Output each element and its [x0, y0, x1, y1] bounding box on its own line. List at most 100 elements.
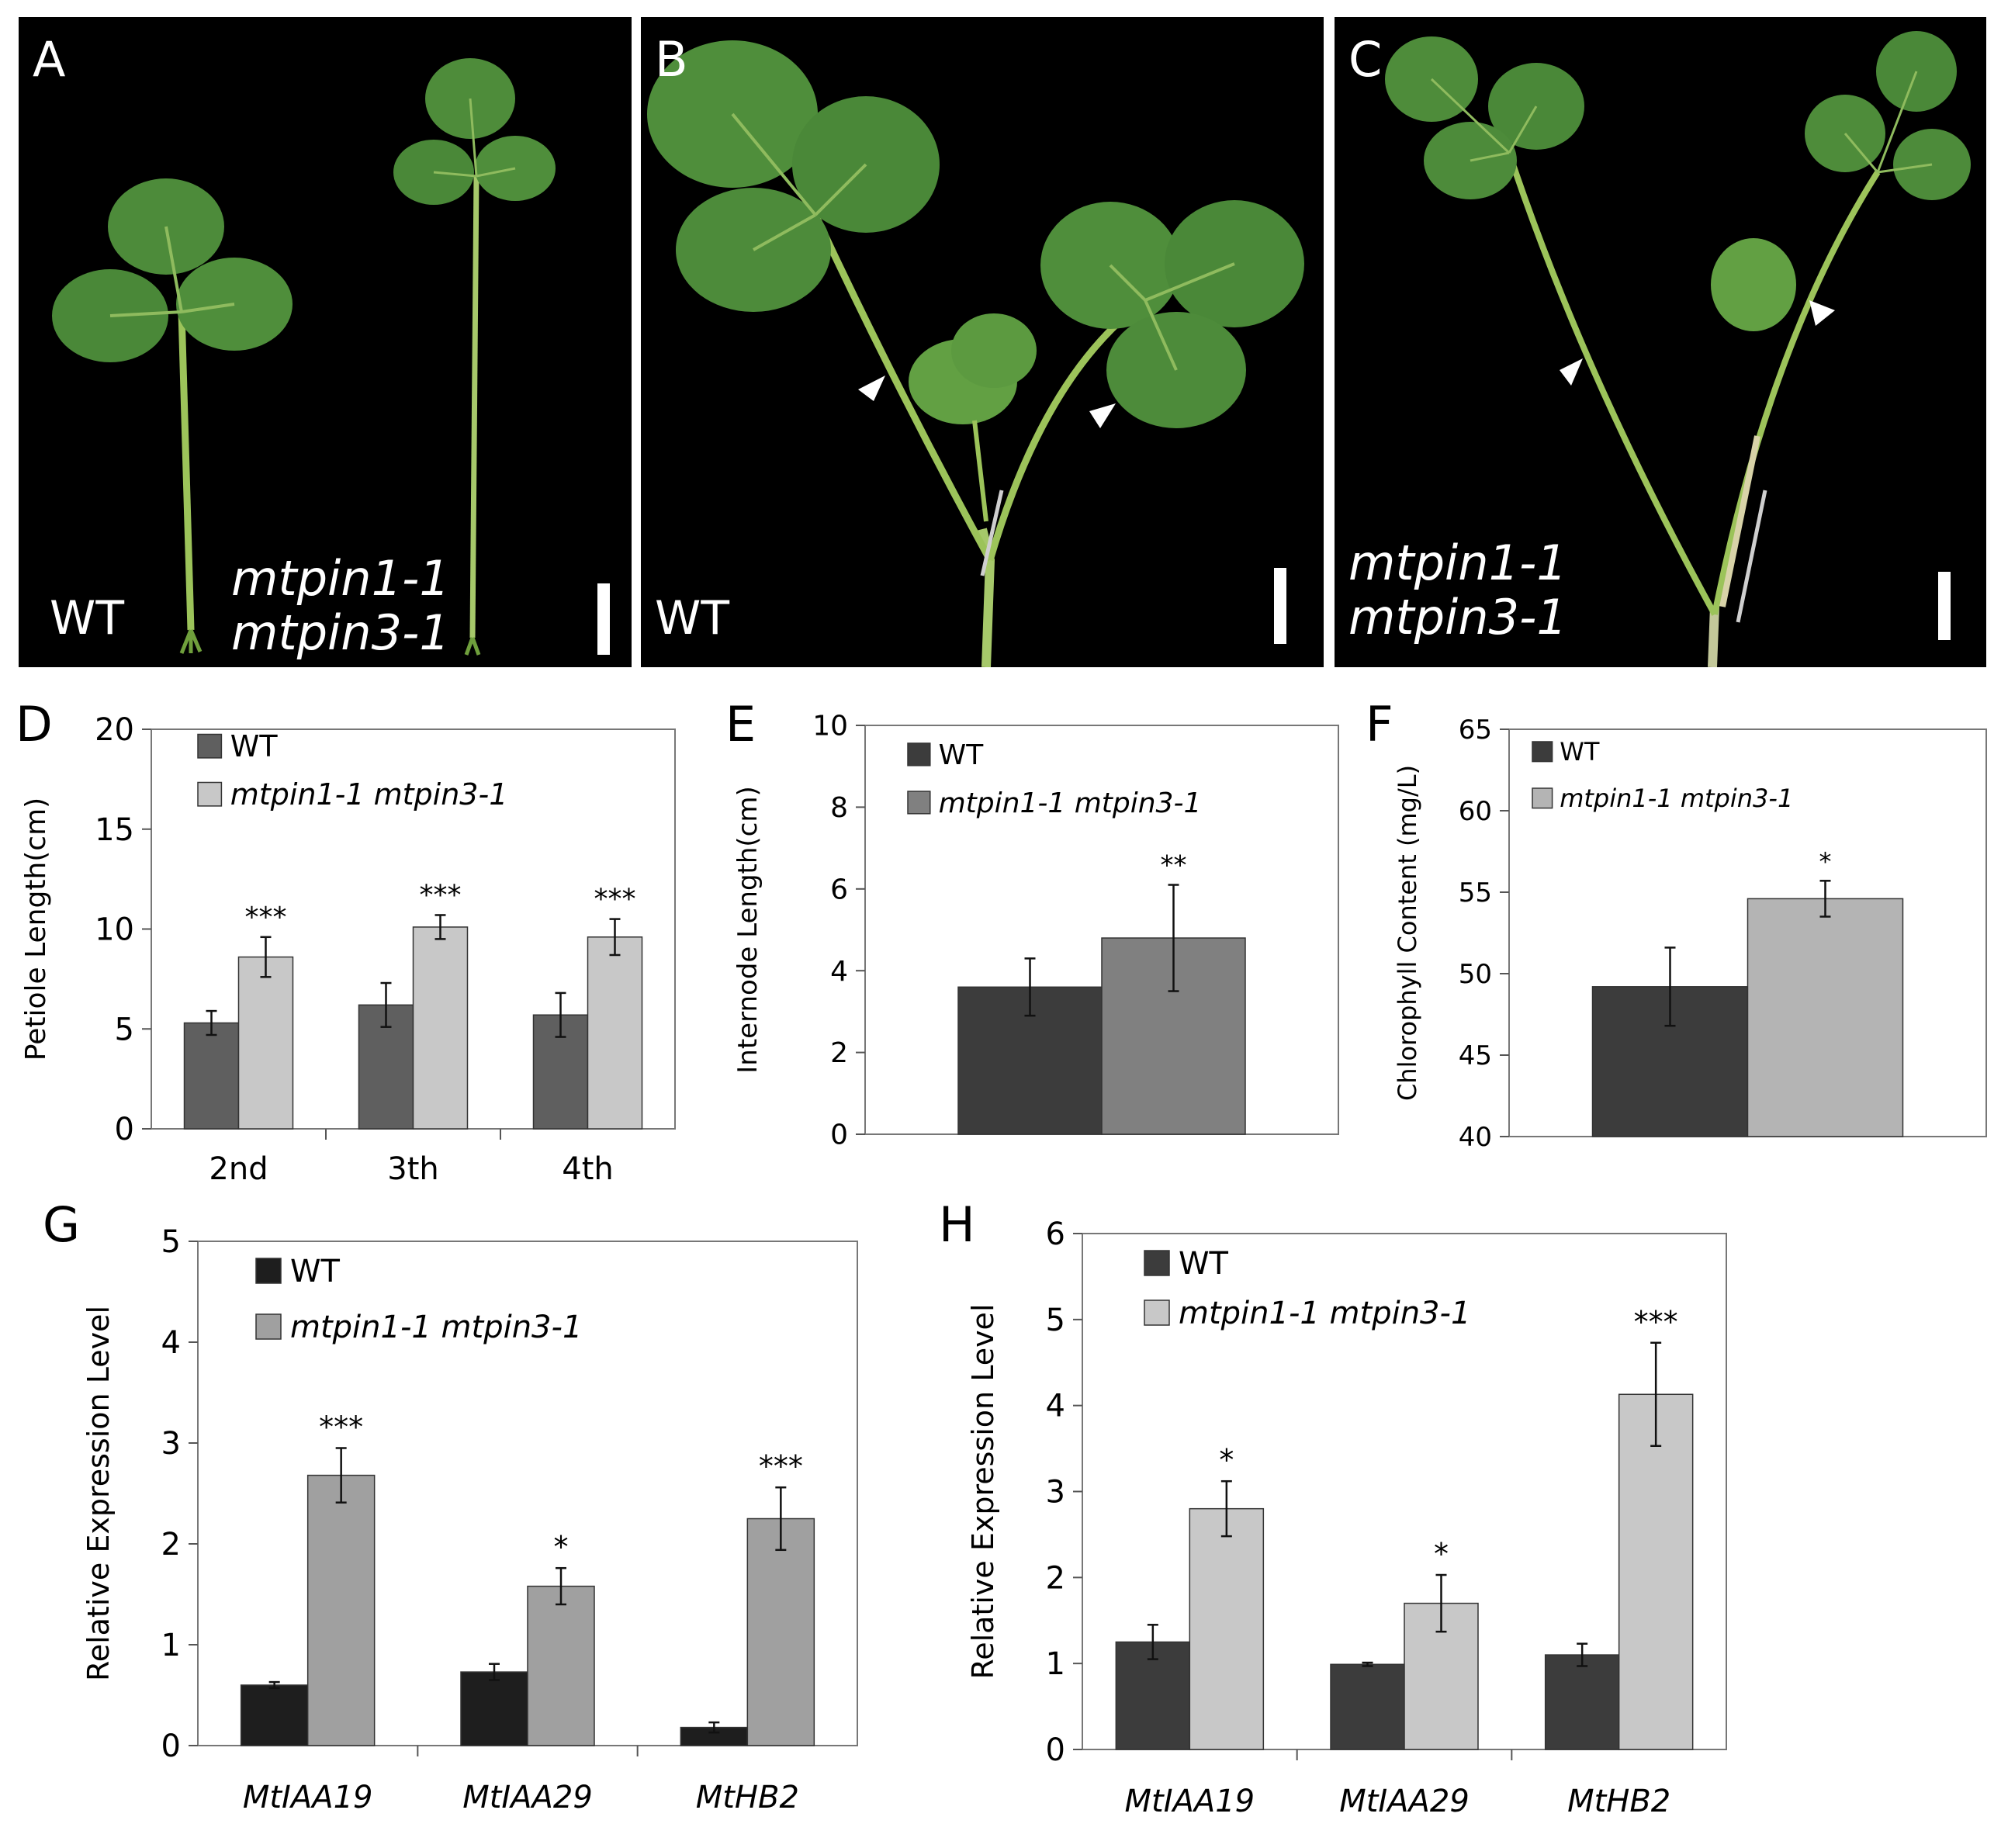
category-label: MtHB2: [1567, 1784, 1670, 1819]
legend-swatch: [1532, 787, 1553, 809]
legend-swatch: [1144, 1299, 1170, 1326]
bar-mutant: [1618, 1393, 1694, 1750]
significance-mark: *: [1819, 846, 1832, 876]
category-label: MtIAA19: [1125, 1784, 1255, 1819]
bar-wt: [1544, 1654, 1620, 1750]
legend-swatch: [907, 791, 931, 815]
legend-label: mtpin1-1 mtpin3-1: [1560, 784, 1793, 813]
photo-panel-a: A WT mtpin1-1 mtpin3-1: [19, 17, 632, 667]
category-label: 2nd: [209, 1151, 268, 1187]
plant-illustration-a: [52, 58, 556, 656]
photo-panel-c: C mtpin1-1 mtpin3-1: [1335, 17, 1986, 667]
y-tick-label: 10: [95, 912, 134, 948]
legend-label: mtpin1-1 mtpin3-1: [290, 1310, 582, 1345]
y-tick-label: 2: [161, 1527, 181, 1562]
legend-label: mtpin1-1 mtpin3-1: [939, 787, 1202, 819]
y-tick-label: 20: [95, 712, 134, 748]
significance-mark: ***: [759, 1449, 803, 1483]
y-tick-label: 2: [1046, 1560, 1065, 1596]
y-tick-label: 4: [830, 956, 848, 988]
legend-swatch: [255, 1313, 282, 1340]
significance-mark: *: [554, 1530, 569, 1564]
legend-label: WT: [939, 739, 985, 771]
significance-mark: ***: [245, 902, 287, 933]
panel-label-c: C: [1348, 31, 1383, 88]
y-tick-label: 5: [1046, 1303, 1065, 1338]
panel-label-b: B: [655, 31, 688, 88]
chart-panel-h: H 0 1 2 3 4 5 6 Relative Expression Level MtIAA19…: [939, 1196, 1727, 1819]
legend-swatch: [907, 742, 931, 767]
y-tick-label: 6: [1046, 1216, 1065, 1252]
legend-label: mtpin1-1 mtpin3-1: [230, 777, 508, 812]
y-tick-label: 1: [1046, 1646, 1065, 1682]
y-tick-label: 10: [812, 711, 848, 742]
significance-mark: *: [1219, 1443, 1234, 1477]
y-tick-label: 40: [1459, 1122, 1492, 1153]
bar-wt: [240, 1684, 309, 1746]
bar-wt: [1330, 1663, 1405, 1750]
genotype-label-mutant-line1: mtpin1-1: [231, 550, 450, 607]
y-axis-label: Relative Expression Level: [81, 1306, 116, 1681]
genotype-label-mutant-line2: mtpin3-1: [231, 604, 450, 661]
bar-mutant: [306, 1474, 376, 1746]
genotype-label-mutant-c-line1: mtpin1-1: [1348, 535, 1567, 591]
chart-panel-e: E 0 2 4 6 8 10 Internode Length(cm) ** WT mtpin1-1…: [725, 696, 1339, 1151]
y-tick-label: 6: [830, 874, 848, 905]
category-label: 3th: [387, 1151, 438, 1187]
category-label: 4th: [562, 1151, 613, 1187]
significance-mark: ***: [420, 879, 462, 911]
legend-label: WT: [290, 1254, 341, 1289]
genotype-label-wt: WT: [50, 591, 124, 645]
y-tick-label: 5: [161, 1224, 181, 1260]
legend-label: WT: [230, 729, 279, 763]
scale-bar: [597, 583, 610, 655]
chart-panel-g: G 0 1 2 3 4 5 Relative Expression Level MtIAA19 *…: [43, 1196, 858, 1815]
bar-mutant: [527, 1585, 595, 1746]
plant-illustration-b: [647, 40, 1304, 667]
y-axis-label: Relative Expression Level: [966, 1304, 1000, 1680]
legend-swatch: [197, 781, 223, 807]
y-tick-label: 50: [1459, 959, 1492, 990]
significance-mark: ***: [319, 1410, 363, 1445]
legend-swatch: [197, 733, 223, 759]
y-tick-label: 65: [1459, 715, 1492, 746]
bar-wt: [183, 1022, 240, 1130]
category-label: MtHB2: [696, 1780, 799, 1815]
legend-swatch: [255, 1258, 282, 1284]
chart-panel-d: D 0 5 10 15 20 Petiole Length(cm) 2nd *** 3th *** 4…: [16, 696, 676, 1187]
genotype-label-mutant-c-line2: mtpin3-1: [1348, 589, 1567, 645]
y-axis-label: Internode Length(cm): [732, 786, 763, 1073]
category-label: MtIAA29: [1339, 1784, 1470, 1819]
significance-mark: **: [1161, 850, 1187, 881]
panel-label: E: [725, 696, 756, 753]
y-tick-label: 5: [115, 1012, 134, 1047]
bar-mutant: [587, 936, 643, 1130]
y-tick-label: 55: [1459, 877, 1492, 908]
y-tick-label: 15: [95, 812, 134, 848]
bar-wt: [460, 1671, 528, 1746]
y-axis-label: Chlorophyll Content (mg/L): [1393, 765, 1422, 1101]
significance-mark: ***: [594, 884, 636, 915]
legend-label: WT: [1560, 737, 1600, 767]
scale-bar-c: [1938, 572, 1951, 640]
bar-mutant: [412, 926, 469, 1130]
y-tick-label: 60: [1459, 796, 1492, 827]
bar-mutant: [237, 956, 294, 1130]
photo-panel-b: B WT: [641, 17, 1324, 667]
panel-label: G: [43, 1196, 80, 1253]
category-label: MtIAA19: [243, 1780, 373, 1815]
y-tick-label: 0: [161, 1729, 181, 1764]
legend-label: mtpin1-1 mtpin3-1: [1179, 1296, 1470, 1331]
category-label: MtIAA29: [462, 1780, 593, 1815]
legend-swatch: [1144, 1250, 1170, 1276]
legend-swatch: [1532, 741, 1553, 763]
y-axis-label: Petiole Length(cm): [20, 798, 52, 1061]
y-tick-label: 0: [830, 1120, 848, 1151]
y-tick-label: 1: [161, 1628, 181, 1663]
y-tick-label: 3: [1046, 1475, 1065, 1511]
legend-label: WT: [1179, 1246, 1229, 1282]
genotype-label-wt-b: WT: [655, 591, 729, 645]
panel-label: D: [16, 696, 53, 753]
y-tick-label: 4: [1046, 1389, 1065, 1424]
significance-mark: *: [1434, 1537, 1449, 1571]
